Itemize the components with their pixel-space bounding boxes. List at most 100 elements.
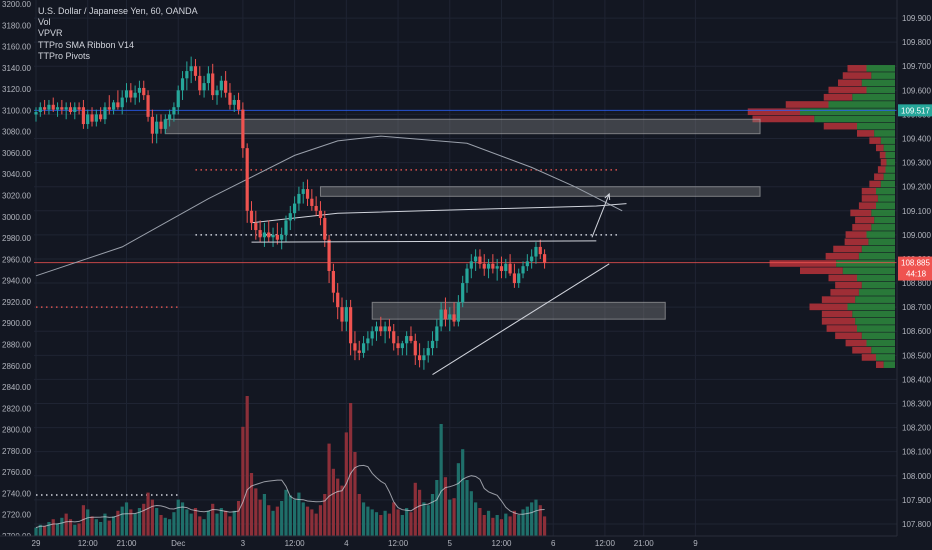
candle-body — [400, 343, 404, 349]
profile-bar-down — [769, 260, 837, 267]
time-axis-label: 12:00 — [78, 539, 99, 548]
candle-body — [245, 148, 249, 211]
right-axis-tick-label: 107.800 — [902, 520, 931, 529]
volume-bar — [94, 519, 98, 536]
candle-body — [495, 266, 499, 269]
volume-bar — [124, 502, 129, 536]
time-axis-label: 21:00 — [116, 539, 137, 548]
volume-bar — [137, 508, 142, 536]
candle-body — [525, 261, 529, 267]
profile-bar-up — [885, 151, 895, 159]
volume-bar — [383, 510, 387, 536]
volume-bar — [422, 502, 426, 536]
price-tag-current — [898, 256, 932, 281]
time-axis-label: 9 — [693, 539, 698, 548]
candle-body — [379, 326, 383, 332]
volume-bar — [232, 510, 236, 536]
time-axis-label: 29 — [32, 539, 41, 548]
volume-bar — [249, 473, 254, 536]
candle-body — [47, 104, 51, 110]
candle-body — [422, 355, 426, 361]
candle-body — [396, 343, 400, 349]
profile-bar-down — [869, 180, 881, 188]
profile-bar-up — [874, 216, 895, 224]
candle-body — [116, 102, 120, 108]
volume-bar — [193, 508, 198, 536]
candle-body — [284, 220, 288, 235]
candle-body — [103, 107, 107, 120]
volume-bar — [99, 522, 103, 536]
profile-bar-up — [855, 317, 895, 325]
left-axis-tick-label: 2940.00 — [2, 277, 31, 286]
profile-bar-up — [876, 187, 895, 195]
volume-bar — [374, 512, 379, 536]
right-axis-tick-label: 109.400 — [902, 135, 931, 144]
candle-body — [530, 256, 534, 262]
volume-bar — [258, 499, 262, 536]
profile-bar-down — [852, 224, 872, 231]
candle-body — [271, 234, 275, 238]
candle-body — [232, 99, 236, 105]
left-axis-tick-label: 3020.00 — [2, 192, 31, 201]
candle-body — [542, 254, 547, 263]
volume-bar — [43, 526, 47, 536]
left-axis-tick-label: 2760.00 — [2, 468, 31, 477]
volume-bar — [409, 512, 413, 536]
trendline — [251, 240, 597, 243]
profile-bar-down — [833, 245, 862, 253]
candle-body — [202, 83, 206, 91]
candle-body — [34, 112, 38, 115]
indicator-sma-ribbon: TTPro SMA Ribbon V14 — [38, 39, 135, 50]
candle-body — [357, 350, 361, 353]
volume-bar — [271, 510, 275, 536]
candle-body — [77, 107, 81, 110]
right-axis-tick-label: 109.300 — [902, 159, 931, 168]
volume-bar — [129, 509, 133, 536]
volume-bar — [168, 519, 172, 536]
left-axis-tick-label: 3180.00 — [2, 21, 31, 30]
candle-body — [435, 326, 439, 341]
right-axis-tick-label: 108.400 — [902, 375, 931, 384]
candle-body — [478, 256, 482, 264]
volume-bar — [448, 499, 452, 536]
volume-bar — [34, 527, 38, 536]
volume-bar — [90, 516, 94, 536]
profile-bar-up — [871, 72, 895, 79]
candle-body — [180, 78, 185, 91]
left-axis-tick-label: 2860.00 — [2, 362, 31, 371]
volume-bar — [288, 495, 292, 536]
volume-bar — [202, 519, 206, 536]
volume-bar — [504, 513, 508, 536]
candle-body — [43, 107, 47, 110]
volume-bar — [426, 505, 430, 536]
profile-bar-down — [845, 339, 867, 347]
time-axis-background — [0, 536, 932, 550]
supply-demand-zone — [371, 301, 666, 320]
candle-body — [452, 314, 456, 322]
arrow-head — [604, 192, 611, 200]
candle-body — [90, 114, 94, 122]
candle-body — [469, 261, 473, 269]
volume-bar — [155, 508, 159, 536]
volume-bar — [542, 516, 547, 536]
profile-bar-up — [866, 86, 895, 94]
volume-bar — [482, 515, 486, 536]
supply-demand-zone — [319, 186, 761, 197]
time-axis-label: Dec — [171, 539, 185, 548]
left-axis-tick-label: 2740.00 — [2, 489, 31, 498]
candle-body — [51, 104, 55, 110]
profile-bar-up — [868, 238, 895, 246]
right-axis-tick-label: 109.100 — [902, 207, 931, 216]
profile-bar-down — [825, 252, 859, 260]
candle-body — [146, 95, 150, 117]
candle-body — [142, 87, 146, 96]
profile-bar-down — [835, 332, 862, 340]
profile-bar-down — [830, 289, 859, 296]
profile-bar-up — [876, 202, 895, 209]
candle-body — [443, 309, 448, 320]
profile-bar-down — [785, 101, 829, 108]
profile-bar-down — [845, 231, 867, 238]
volume-bar — [150, 499, 154, 536]
profile-bar-down — [809, 303, 848, 311]
